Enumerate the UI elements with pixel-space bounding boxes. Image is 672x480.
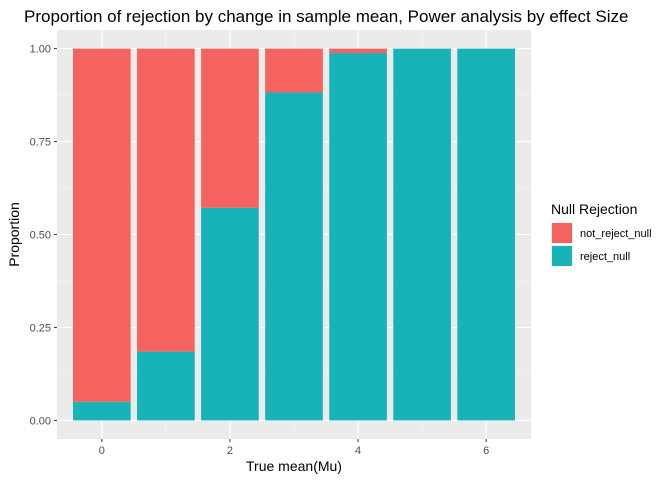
y-tick-label: 0.75 — [30, 137, 51, 149]
bar-reject-null — [393, 48, 451, 421]
x-tick-label: 6 — [483, 445, 489, 457]
x-tick-label: 0 — [99, 445, 105, 457]
x-axis-title: True mean(Mu) — [246, 458, 342, 474]
bar-reject-null — [201, 207, 259, 421]
bar-not-reject-null — [265, 48, 323, 93]
legend-label: reject_null — [580, 251, 630, 263]
y-tick-label: 1.00 — [30, 44, 51, 56]
bar-reject-null — [137, 351, 195, 421]
bar-reject-null — [265, 92, 323, 421]
legend-title: Null Rejection — [551, 201, 637, 217]
legend-swatch-not-reject-null — [552, 223, 572, 243]
y-axis-title: Proportion — [6, 202, 22, 267]
x-tick-label: 4 — [355, 445, 361, 457]
legend-label: not_reject_null — [580, 228, 652, 240]
bars — [73, 48, 515, 421]
y-axis: 0.00 0.25 0.50 0.75 1.00 — [30, 44, 57, 427]
x-tick-label: 2 — [227, 445, 233, 457]
x-axis: 0 2 4 6 — [99, 439, 489, 457]
legend-swatch-reject-null — [552, 246, 572, 266]
bar-reject-null — [329, 53, 387, 421]
legend-items: not_reject_null reject_null — [551, 222, 652, 267]
bar-not-reject-null — [329, 48, 387, 54]
bar-not-reject-null — [73, 48, 131, 402]
y-tick-label: 0.50 — [30, 230, 51, 242]
bar-reject-null — [73, 401, 131, 421]
y-tick-label: 0.00 — [30, 415, 51, 427]
legend: Null Rejection not_reject_null reject_nul… — [551, 201, 652, 267]
bar-not-reject-null — [201, 48, 259, 208]
chart-title: Proportion of rejection by change in sam… — [24, 7, 628, 26]
bar-not-reject-null — [137, 48, 195, 352]
y-tick-label: 0.25 — [30, 322, 51, 334]
bar-reject-null — [457, 48, 515, 421]
